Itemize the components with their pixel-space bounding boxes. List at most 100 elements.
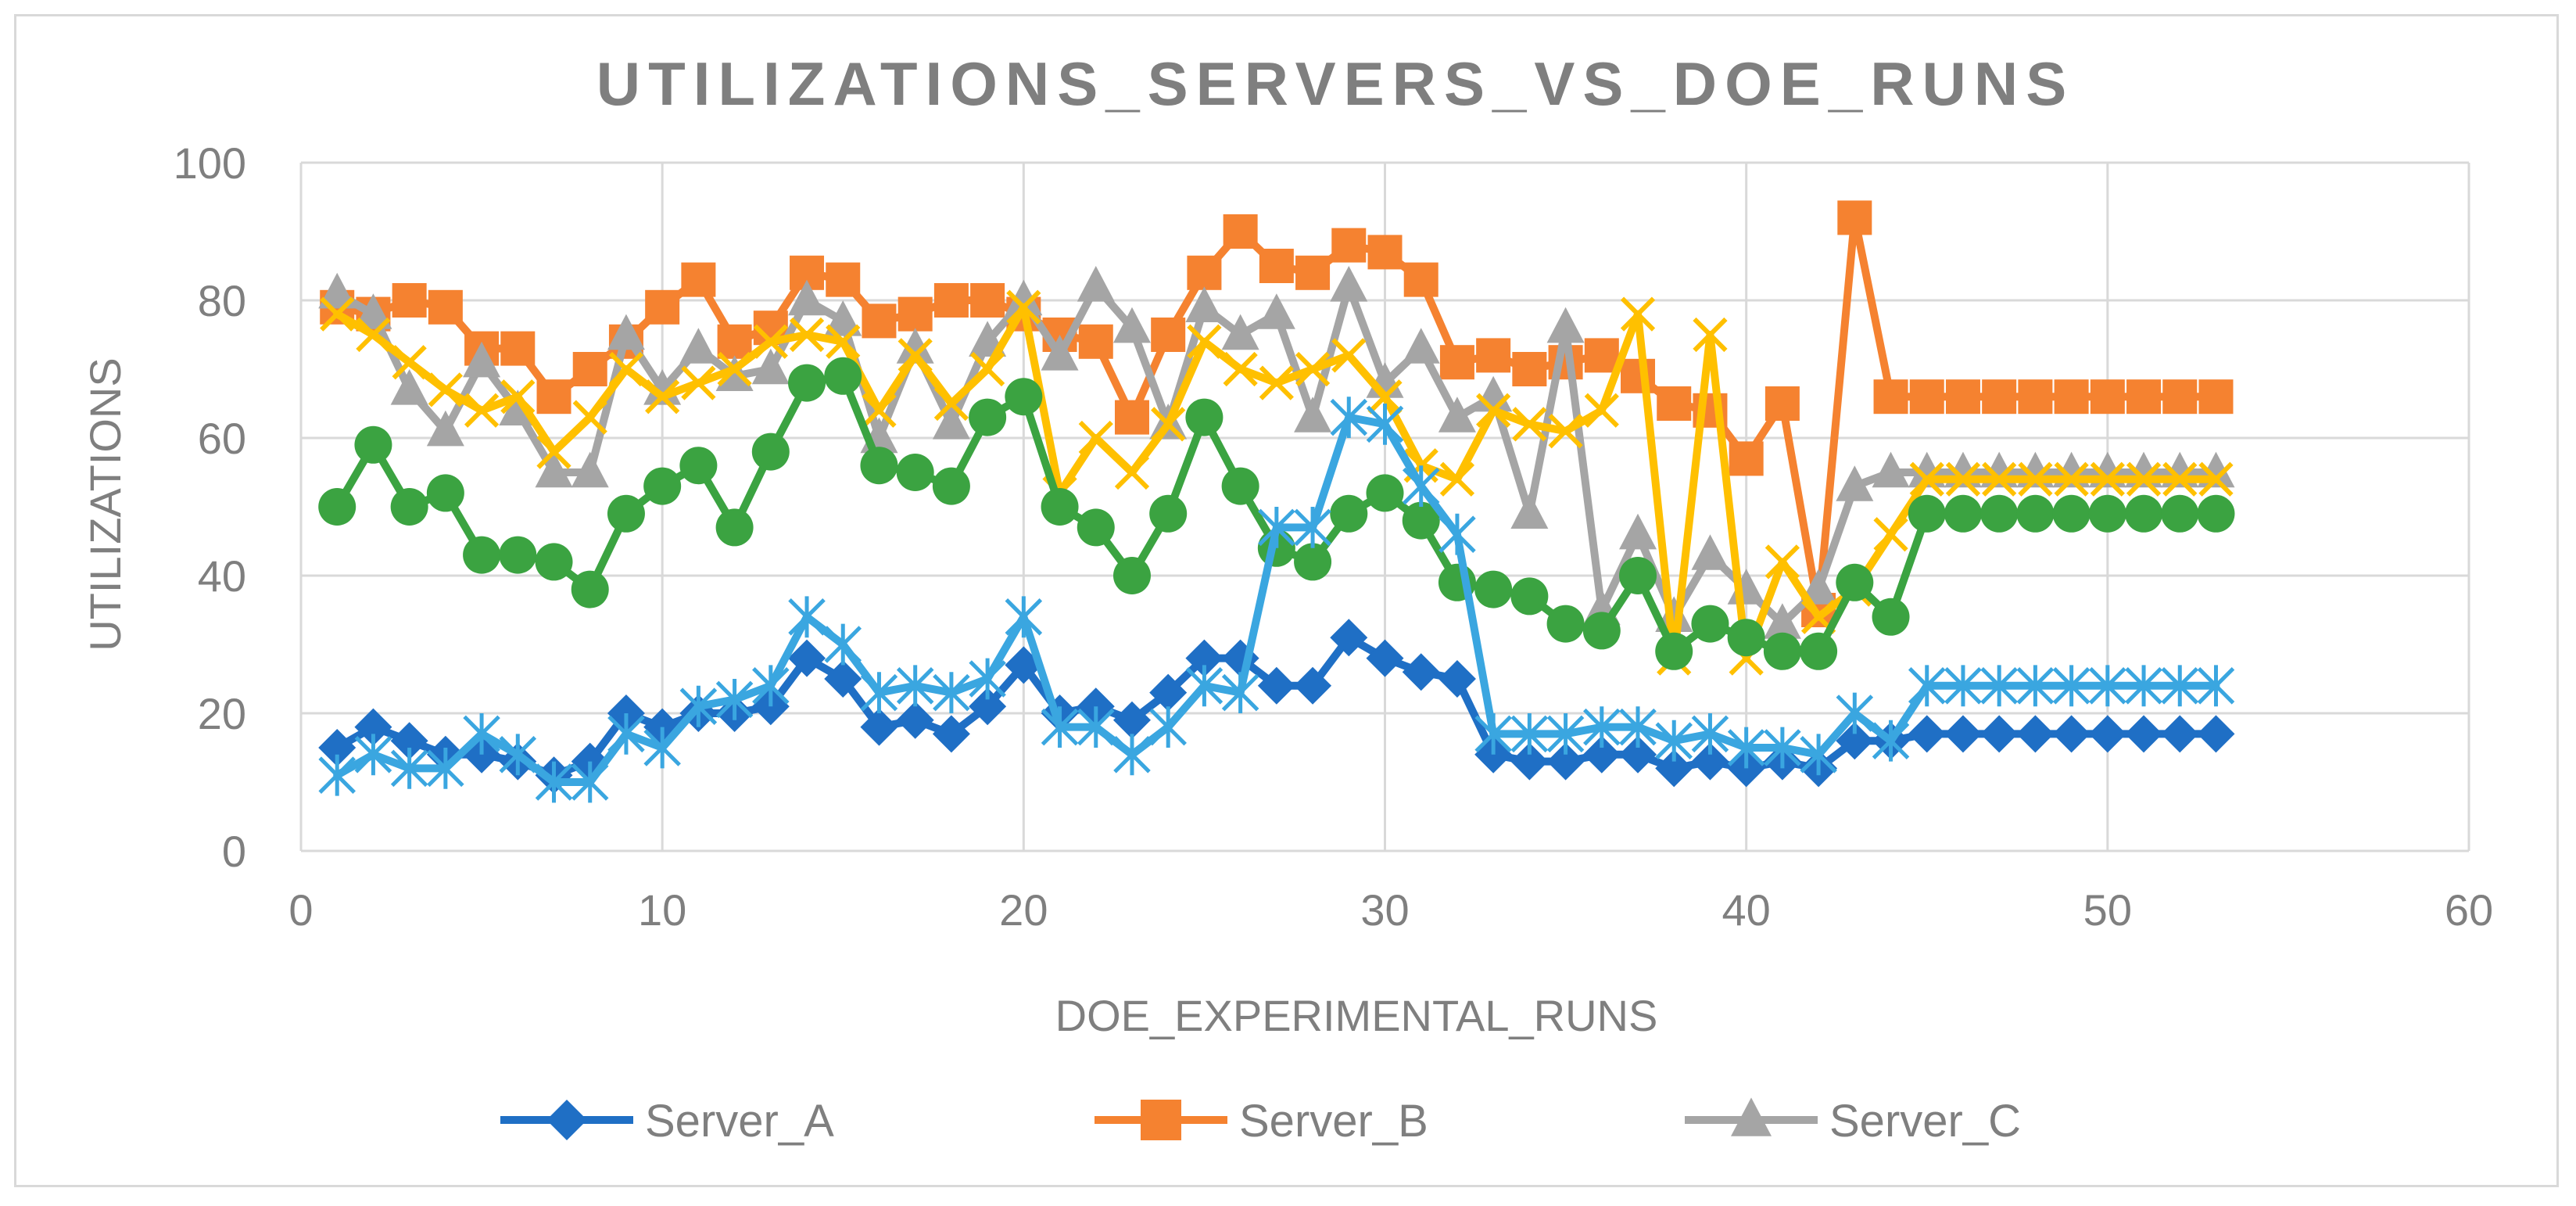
data-point <box>862 393 897 428</box>
data-point <box>2088 494 2126 533</box>
data-point <box>426 474 464 512</box>
legend-label: Server_B <box>1239 1096 1428 1147</box>
data-point <box>1006 289 1041 325</box>
data-point <box>1620 296 1656 332</box>
data-point <box>1691 742 1729 781</box>
data-point <box>970 283 1005 318</box>
data-point <box>1077 266 1115 302</box>
data-point <box>1655 632 1693 670</box>
data-point <box>645 379 680 415</box>
data-point <box>1114 400 1149 435</box>
data-point <box>1763 632 1801 670</box>
data-point <box>2125 665 2162 707</box>
data-point <box>354 734 392 776</box>
data-point <box>1330 494 1368 533</box>
data-point <box>2126 461 2162 497</box>
data-point <box>1474 570 1513 608</box>
data-point <box>1945 461 1981 497</box>
x-tick-label: 30 <box>1360 885 1409 935</box>
data-point <box>1366 404 1404 445</box>
data-point <box>1510 742 1549 781</box>
data-point <box>788 596 826 638</box>
data-point <box>860 447 898 485</box>
data-point <box>1512 407 1547 442</box>
x-tick-label: 50 <box>2083 885 2132 935</box>
data-point <box>1510 713 1549 755</box>
data-point <box>1765 386 1800 421</box>
data-point <box>1041 335 1079 371</box>
data-point <box>320 296 355 332</box>
data-point <box>1187 255 1222 290</box>
data-point <box>1223 351 1258 387</box>
data-point <box>2052 665 2091 707</box>
data-point <box>2054 461 2089 497</box>
data-point <box>788 279 826 316</box>
data-point <box>1439 461 1475 497</box>
series-layer <box>318 200 2235 803</box>
data-point <box>1151 318 1186 352</box>
data-point <box>897 338 933 373</box>
data-point <box>1908 665 1946 707</box>
data-point <box>1546 307 1585 343</box>
data-point <box>571 451 609 488</box>
data-point <box>318 729 356 766</box>
data-point <box>1800 632 1838 670</box>
data-point <box>1005 279 1043 316</box>
data-point <box>1873 517 1908 552</box>
data-point <box>428 372 463 407</box>
data-point <box>2052 494 2091 533</box>
legend-item: Server_A <box>500 1096 834 1147</box>
data-point <box>717 351 752 387</box>
data-point <box>1330 619 1368 657</box>
data-point <box>390 369 428 405</box>
legend-marker <box>1731 1097 1772 1136</box>
data-point <box>862 303 897 339</box>
data-point <box>2090 461 2125 497</box>
data-point <box>464 393 500 428</box>
data-point <box>824 660 862 698</box>
data-point <box>1510 493 1549 529</box>
data-point <box>788 639 826 677</box>
data-point <box>1367 235 1403 270</box>
chart-title: UTILIZATIONS_SERVERS_VS_DOE_RUNS <box>597 49 2074 118</box>
y-tick-label: 0 <box>222 827 246 876</box>
legend-marker <box>1141 1100 1181 1140</box>
data-point <box>1764 727 1801 769</box>
data-point <box>969 351 1005 387</box>
x-tick-label: 10 <box>638 885 686 935</box>
data-point <box>1112 557 1151 594</box>
data-point <box>2016 715 2055 753</box>
data-point <box>572 352 607 386</box>
data-point <box>1836 465 1874 501</box>
data-point <box>499 734 537 776</box>
data-point <box>536 379 571 415</box>
data-point <box>607 314 645 350</box>
data-point <box>572 400 607 435</box>
data-point <box>1294 543 1332 581</box>
data-point <box>499 536 537 574</box>
data-point <box>1982 461 2017 497</box>
data-point <box>1836 563 1874 601</box>
data-point <box>1185 286 1224 322</box>
data-point <box>2090 379 2125 415</box>
data-point <box>571 570 609 608</box>
data-point <box>932 467 970 505</box>
data-point <box>500 331 536 366</box>
data-point <box>2198 461 2234 497</box>
data-point <box>1474 713 1512 755</box>
data-point <box>1402 465 1440 507</box>
data-point <box>1944 494 1982 533</box>
data-point <box>824 300 862 336</box>
data-point <box>1693 317 1728 353</box>
data-point <box>2161 715 2199 753</box>
legend-item: Server_B <box>1095 1096 1428 1147</box>
x-tick-label: 0 <box>288 885 313 935</box>
data-point <box>2018 379 2053 415</box>
data-point <box>1621 358 1656 393</box>
data-point <box>643 727 681 769</box>
data-point <box>1438 513 1476 555</box>
data-point <box>969 658 1006 700</box>
data-point <box>897 296 933 332</box>
data-point <box>1438 660 1476 698</box>
data-point <box>463 713 500 755</box>
